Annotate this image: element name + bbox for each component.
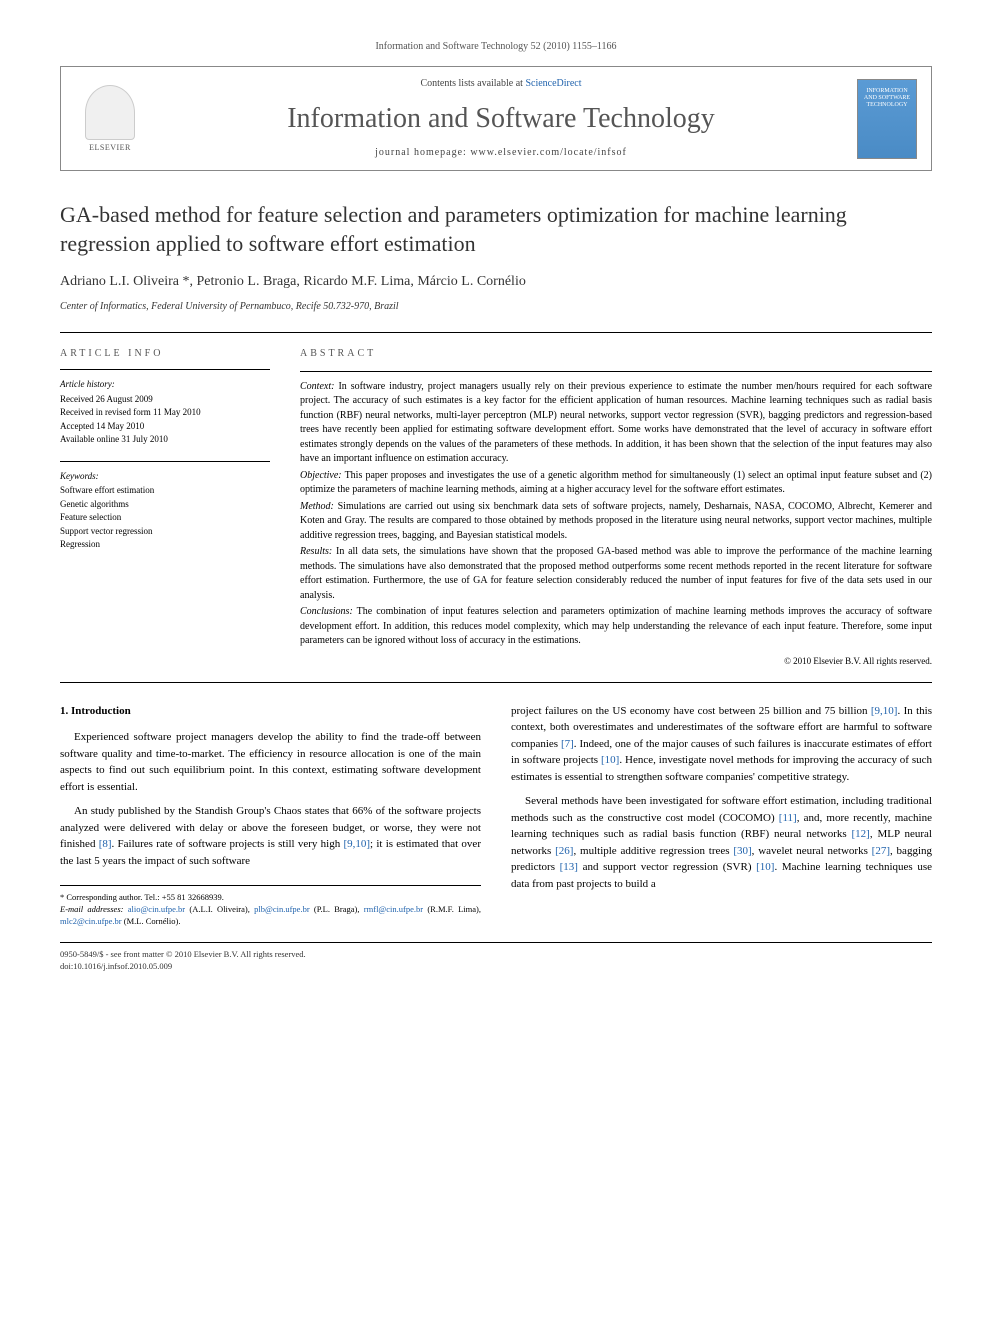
results-text: In all data sets, the simulations have s… (300, 546, 932, 601)
email-who: (P.L. Braga), (310, 904, 364, 914)
front-matter-line: 0950-5849/$ - see front matter © 2010 El… (60, 949, 932, 961)
email-link[interactable]: mlc2@cin.ufpe.br (60, 916, 122, 926)
footnotes: * Corresponding author. Tel.: +55 81 326… (60, 885, 481, 928)
citation-ref[interactable]: [27] (872, 845, 890, 857)
citation-ref[interactable]: [13] (560, 861, 578, 873)
email-who: (R.M.F. Lima), (423, 904, 481, 914)
email-addresses: E-mail addresses: alio@cin.ufpe.br (A.L.… (60, 904, 481, 928)
email-label: E-mail addresses: (60, 904, 123, 914)
results-label: Results: (300, 546, 332, 557)
abstract-method: Method: Simulations are carried out usin… (300, 500, 932, 544)
affiliation: Center of Informatics, Federal Universit… (60, 300, 932, 314)
history-line: Received 26 August 2009 (60, 393, 270, 407)
abstract-objective: Objective: This paper proposes and inves… (300, 469, 932, 498)
info-abstract-row: ARTICLE INFO Article history: Received 2… (60, 347, 932, 668)
keywords-label: Keywords: (60, 470, 270, 483)
email-who: (M.L. Cornélio). (122, 916, 181, 926)
sciencedirect-link[interactable]: ScienceDirect (525, 78, 581, 89)
authors: Adriano L.I. Oliveira *, Petronio L. Bra… (60, 272, 932, 292)
column-left: 1. Introduction Experienced software pro… (60, 703, 481, 928)
doi-line: doi:10.1016/j.infsof.2010.05.009 (60, 961, 932, 973)
journal-center: Contents lists available at ScienceDirec… (161, 77, 841, 160)
email-link[interactable]: alio@cin.ufpe.br (128, 904, 185, 914)
keyword: Regression (60, 538, 270, 552)
citation-ref[interactable]: [9,10] (871, 705, 898, 717)
homepage-line: journal homepage: www.elsevier.com/locat… (161, 146, 841, 160)
context-text: In software industry, project managers u… (300, 381, 932, 465)
method-label: Method: (300, 501, 334, 512)
body-text: and support vector regression (SVR) (578, 861, 756, 873)
article-title: GA-based method for feature selection an… (60, 201, 932, 258)
history-line: Available online 31 July 2010 (60, 433, 270, 447)
body-text: project failures on the US economy have … (511, 705, 871, 717)
separator-rule (60, 332, 932, 333)
citation-ref[interactable]: [9,10] (343, 838, 370, 850)
keyword: Feature selection (60, 511, 270, 525)
abstract-results: Results: In all data sets, the simulatio… (300, 545, 932, 603)
body-paragraph: Several methods have been investigated f… (511, 793, 932, 892)
article-info: ARTICLE INFO Article history: Received 2… (60, 347, 270, 668)
separator-rule (60, 682, 932, 683)
journal-cover-thumb: INFORMATION AND SOFTWARE TECHNOLOGY (857, 79, 917, 159)
history-label: Article history: (60, 378, 270, 391)
body-paragraph: project failures on the US economy have … (511, 703, 932, 786)
journal-cover-text: INFORMATION AND SOFTWARE TECHNOLOGY (858, 88, 916, 110)
body-text: , multiple additive regression trees (573, 845, 733, 857)
bottom-matter: 0950-5849/$ - see front matter © 2010 El… (60, 942, 932, 973)
citation-ref[interactable]: [8] (99, 838, 112, 850)
keywords-block: Keywords: Software effort estimation Gen… (60, 470, 270, 552)
body-text: , wavelet neural networks (752, 845, 872, 857)
email-who: (A.L.I. Oliveira), (185, 904, 254, 914)
homepage-url[interactable]: www.elsevier.com/locate/infsof (470, 147, 627, 158)
info-rule (60, 369, 270, 370)
journal-name: Information and Software Technology (161, 99, 841, 138)
section-heading: 1. Introduction (60, 703, 481, 720)
context-label: Context: (300, 381, 334, 392)
citation-ref[interactable]: [11] (779, 812, 797, 824)
method-text: Simulations are carried out using six be… (300, 501, 932, 541)
contents-line: Contents lists available at ScienceDirec… (161, 77, 841, 91)
email-link[interactable]: plb@cin.ufpe.br (254, 904, 310, 914)
citation-ref[interactable]: [10] (601, 754, 619, 766)
body-paragraph: An study published by the Standish Group… (60, 803, 481, 869)
elsevier-tree-icon (85, 85, 135, 140)
history-line: Accepted 14 May 2010 (60, 420, 270, 434)
citation-ref[interactable]: [12] (852, 828, 870, 840)
objective-label: Objective: (300, 470, 342, 481)
page-container: Information and Software Technology 52 (… (0, 0, 992, 1013)
abstract-context: Context: In software industry, project m… (300, 380, 932, 467)
abstract-conclusions: Conclusions: The combination of input fe… (300, 605, 932, 649)
running-head-citation: Information and Software Technology 52 (… (60, 40, 932, 54)
homepage-prefix: journal homepage: (375, 147, 470, 158)
body-columns: 1. Introduction Experienced software pro… (60, 703, 932, 928)
abstract: ABSTRACT Context: In software industry, … (300, 347, 932, 668)
history-line: Received in revised form 11 May 2010 (60, 406, 270, 420)
citation-ref[interactable]: [7] (561, 738, 574, 750)
corresponding-author: * Corresponding author. Tel.: +55 81 326… (60, 892, 481, 904)
citation-ref[interactable]: [30] (733, 845, 751, 857)
citation-ref[interactable]: [26] (555, 845, 573, 857)
conclusions-text: The combination of input features select… (300, 606, 932, 646)
journal-header-box: ELSEVIER Contents lists available at Sci… (60, 66, 932, 171)
publisher-label: ELSEVIER (89, 142, 131, 153)
keyword: Genetic algorithms (60, 498, 270, 512)
keyword: Support vector regression (60, 525, 270, 539)
contents-prefix: Contents lists available at (420, 78, 525, 89)
objective-text: This paper proposes and investigates the… (300, 470, 932, 496)
conclusions-label: Conclusions: (300, 606, 353, 617)
info-rule (60, 461, 270, 462)
abstract-rule (300, 371, 932, 372)
abstract-heading: ABSTRACT (300, 347, 932, 361)
body-paragraph: Experienced software project managers de… (60, 729, 481, 795)
body-text: . Failures rate of software projects is … (112, 838, 344, 850)
copyright-line: © 2010 Elsevier B.V. All rights reserved… (300, 655, 932, 668)
article-info-heading: ARTICLE INFO (60, 347, 270, 361)
citation-ref[interactable]: [10] (756, 861, 774, 873)
keyword: Software effort estimation (60, 484, 270, 498)
column-right: project failures on the US economy have … (511, 703, 932, 928)
elsevier-logo: ELSEVIER (75, 79, 145, 159)
email-link[interactable]: rmfl@cin.ufpe.br (364, 904, 423, 914)
article-history-block: Article history: Received 26 August 2009… (60, 378, 270, 447)
